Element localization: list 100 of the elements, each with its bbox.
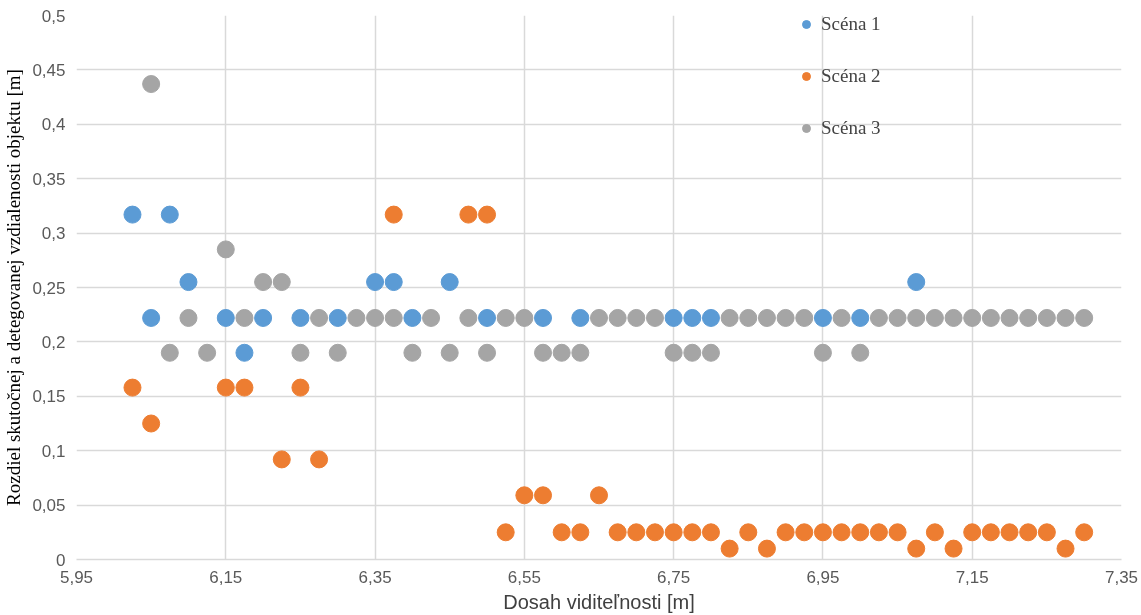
point xyxy=(590,486,608,505)
point xyxy=(683,308,702,327)
point xyxy=(590,308,608,327)
x-tick-label: 5,95 xyxy=(59,567,94,587)
point xyxy=(142,308,161,327)
point xyxy=(963,523,982,542)
point xyxy=(403,308,422,327)
y-tick-label: 0,35 xyxy=(32,169,66,189)
point xyxy=(608,523,627,542)
y-tick-label: 0 xyxy=(56,550,66,570)
point xyxy=(627,308,646,327)
point xyxy=(608,308,627,327)
point xyxy=(478,205,497,224)
point xyxy=(645,523,664,542)
point xyxy=(1000,308,1019,327)
point xyxy=(198,343,217,362)
point xyxy=(720,539,739,558)
point xyxy=(272,450,291,469)
point xyxy=(944,308,963,327)
y-tick-label: 0,3 xyxy=(41,224,66,244)
legend-label: Scéna 1 xyxy=(821,14,881,35)
x-tick-label: 7,15 xyxy=(955,567,989,587)
point xyxy=(627,523,646,542)
y-tick-label: 0,45 xyxy=(32,60,66,80)
point xyxy=(310,450,329,469)
point xyxy=(142,414,161,433)
y-tick-label: 0,2 xyxy=(41,332,66,352)
point xyxy=(534,308,553,327)
point xyxy=(291,308,310,327)
point xyxy=(925,308,944,327)
y-tick-label: 0,25 xyxy=(32,278,66,298)
point xyxy=(347,308,366,327)
point xyxy=(478,308,497,327)
point xyxy=(1056,539,1075,558)
y-tick-label: 0,05 xyxy=(32,496,66,516)
x-tick-label: 6,75 xyxy=(657,567,691,587)
x-tick-label: 6,15 xyxy=(209,567,243,587)
legend-label: Scéna 2 xyxy=(821,65,881,87)
point xyxy=(310,308,329,327)
point xyxy=(888,523,907,542)
x-axis-title: Dosah viditeľnosti [m] xyxy=(503,590,695,613)
point xyxy=(328,343,347,362)
point xyxy=(235,378,254,397)
point xyxy=(851,308,870,327)
point xyxy=(384,205,403,224)
legend-label: Scéna 3 xyxy=(821,117,881,139)
point xyxy=(496,308,515,327)
point xyxy=(179,308,198,327)
point xyxy=(981,523,1000,542)
point xyxy=(496,523,515,542)
y-tick-label: 0,4 xyxy=(41,115,66,135)
point xyxy=(440,273,459,292)
point xyxy=(757,539,776,558)
point xyxy=(813,523,832,542)
point xyxy=(534,343,553,362)
x-tick-label: 6,95 xyxy=(806,567,840,587)
point xyxy=(963,308,982,327)
point xyxy=(795,523,814,542)
point xyxy=(739,523,758,542)
x-tick-label: 6,55 xyxy=(507,567,541,587)
point xyxy=(328,308,347,327)
point xyxy=(515,486,534,505)
point xyxy=(254,273,273,292)
y-axis-title: Rozdiel skutočnej a detegovanej vzdialenosti objektu [m] xyxy=(3,69,25,506)
point xyxy=(366,273,385,292)
point xyxy=(571,523,590,542)
y-tick-label: 0,5 xyxy=(41,6,66,26)
point xyxy=(701,308,720,327)
point xyxy=(1075,308,1094,327)
point xyxy=(739,308,758,327)
y-tick-label: 0,15 xyxy=(32,387,66,407)
point xyxy=(422,308,441,327)
point xyxy=(1000,523,1019,542)
point xyxy=(384,308,403,327)
point xyxy=(944,539,963,558)
point xyxy=(1019,308,1038,327)
point xyxy=(272,273,291,292)
point xyxy=(832,308,851,327)
point xyxy=(534,486,553,505)
point xyxy=(179,273,198,292)
point xyxy=(813,308,832,327)
point xyxy=(366,308,385,327)
point xyxy=(1037,308,1056,327)
point xyxy=(701,343,720,362)
point xyxy=(664,343,683,362)
point xyxy=(925,523,944,542)
point xyxy=(664,523,683,542)
point xyxy=(851,523,870,542)
point xyxy=(664,308,683,327)
point xyxy=(869,308,888,327)
point xyxy=(813,343,832,362)
point xyxy=(552,523,571,542)
point xyxy=(1019,523,1038,542)
point xyxy=(571,343,590,362)
point xyxy=(851,343,870,362)
point xyxy=(291,343,310,362)
point xyxy=(403,343,422,362)
point xyxy=(123,378,142,397)
point xyxy=(515,308,534,327)
point xyxy=(160,343,179,362)
